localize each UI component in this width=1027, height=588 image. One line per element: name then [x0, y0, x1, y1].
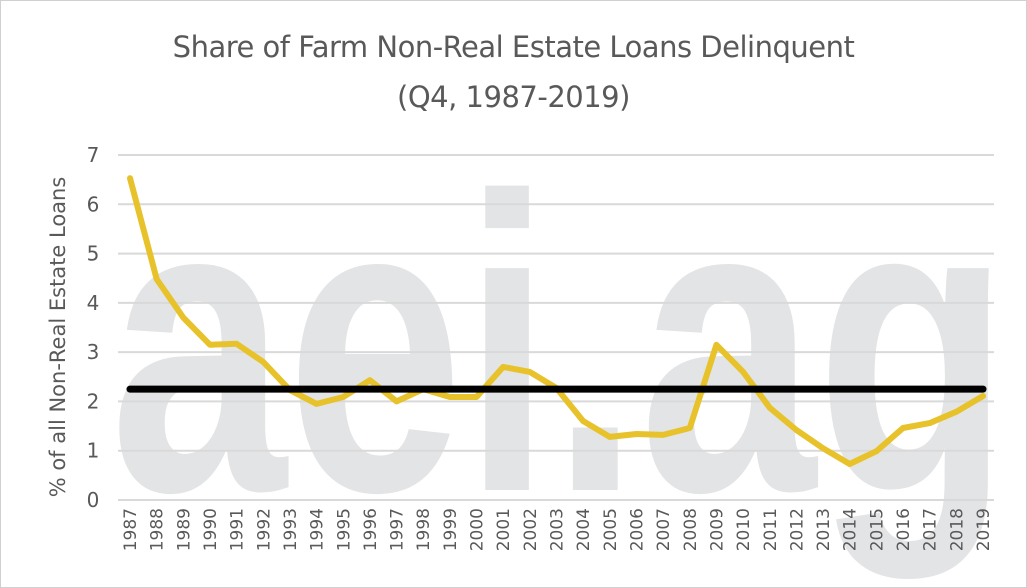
- x-tick-label: 2001: [494, 508, 514, 551]
- x-tick-label: 1995: [334, 508, 354, 551]
- x-tick-label: 2007: [654, 508, 674, 551]
- y-tick-label: 4: [87, 291, 100, 315]
- x-tick-label: 2015: [867, 508, 887, 551]
- x-tick-label: 2011: [761, 508, 781, 551]
- x-tick-label: 1989: [174, 508, 194, 551]
- x-tick-label: 1991: [228, 508, 248, 551]
- x-tick-label: 2005: [601, 508, 621, 551]
- x-tick-label: 2014: [841, 508, 861, 551]
- chart-title: Share of Farm Non-Real Estate Loans Deli…: [172, 30, 855, 64]
- x-tick-label: 1994: [308, 508, 328, 551]
- y-tick-label: 2: [87, 389, 100, 413]
- gridlines: [118, 154, 994, 501]
- x-tick-label: 1997: [388, 508, 408, 551]
- x-tick-label: 2003: [548, 508, 568, 551]
- x-tick-label: 2013: [814, 508, 834, 551]
- y-axis-label: % of all Non-Real Estate Loans: [46, 177, 70, 498]
- x-tick-label: 2004: [574, 508, 594, 551]
- x-tick-label: 2000: [468, 508, 488, 551]
- y-axis-ticks: 0 1 2 3 4 5 6 7: [87, 143, 100, 512]
- x-tick-label: 1996: [361, 508, 381, 551]
- y-tick-label: 0: [87, 488, 100, 512]
- x-tick-label: 2006: [627, 508, 647, 551]
- x-tick-label: 2019: [974, 508, 994, 551]
- x-tick-label: 2012: [787, 508, 807, 551]
- x-tick-label: 1999: [441, 508, 461, 551]
- x-tick-label: 1993: [281, 508, 301, 551]
- series-lines: [126, 175, 987, 467]
- x-tick-label: 1990: [201, 508, 221, 551]
- x-tick-label: 2010: [734, 508, 754, 551]
- x-tick-label: 2018: [947, 508, 967, 551]
- watermark-text: aei.ag: [110, 111, 1010, 582]
- x-tick-label: 2002: [521, 508, 541, 551]
- chart-subtitle: (Q4, 1987-2019): [397, 80, 630, 114]
- y-tick-label: 7: [87, 143, 100, 167]
- y-tick-label: 6: [87, 192, 100, 216]
- y-tick-label: 5: [87, 242, 100, 266]
- x-tick-label: 1987: [121, 508, 141, 551]
- x-axis-ticks: 1987 1988 1989 1990 1991 1992 1993 1994 1995 1996…: [121, 508, 994, 551]
- x-tick-label: 1998: [414, 508, 434, 551]
- x-tick-label: 2008: [681, 508, 701, 551]
- y-tick-label: 1: [87, 439, 100, 463]
- x-tick-label: 2017: [921, 508, 941, 551]
- x-tick-label: 2016: [894, 508, 914, 551]
- x-tick-label: 2009: [707, 508, 727, 551]
- x-tick-label: 1988: [148, 508, 168, 551]
- watermark: aei.ag: [110, 111, 1010, 582]
- y-tick-label: 3: [87, 340, 100, 364]
- x-tick-label: 1992: [254, 508, 274, 551]
